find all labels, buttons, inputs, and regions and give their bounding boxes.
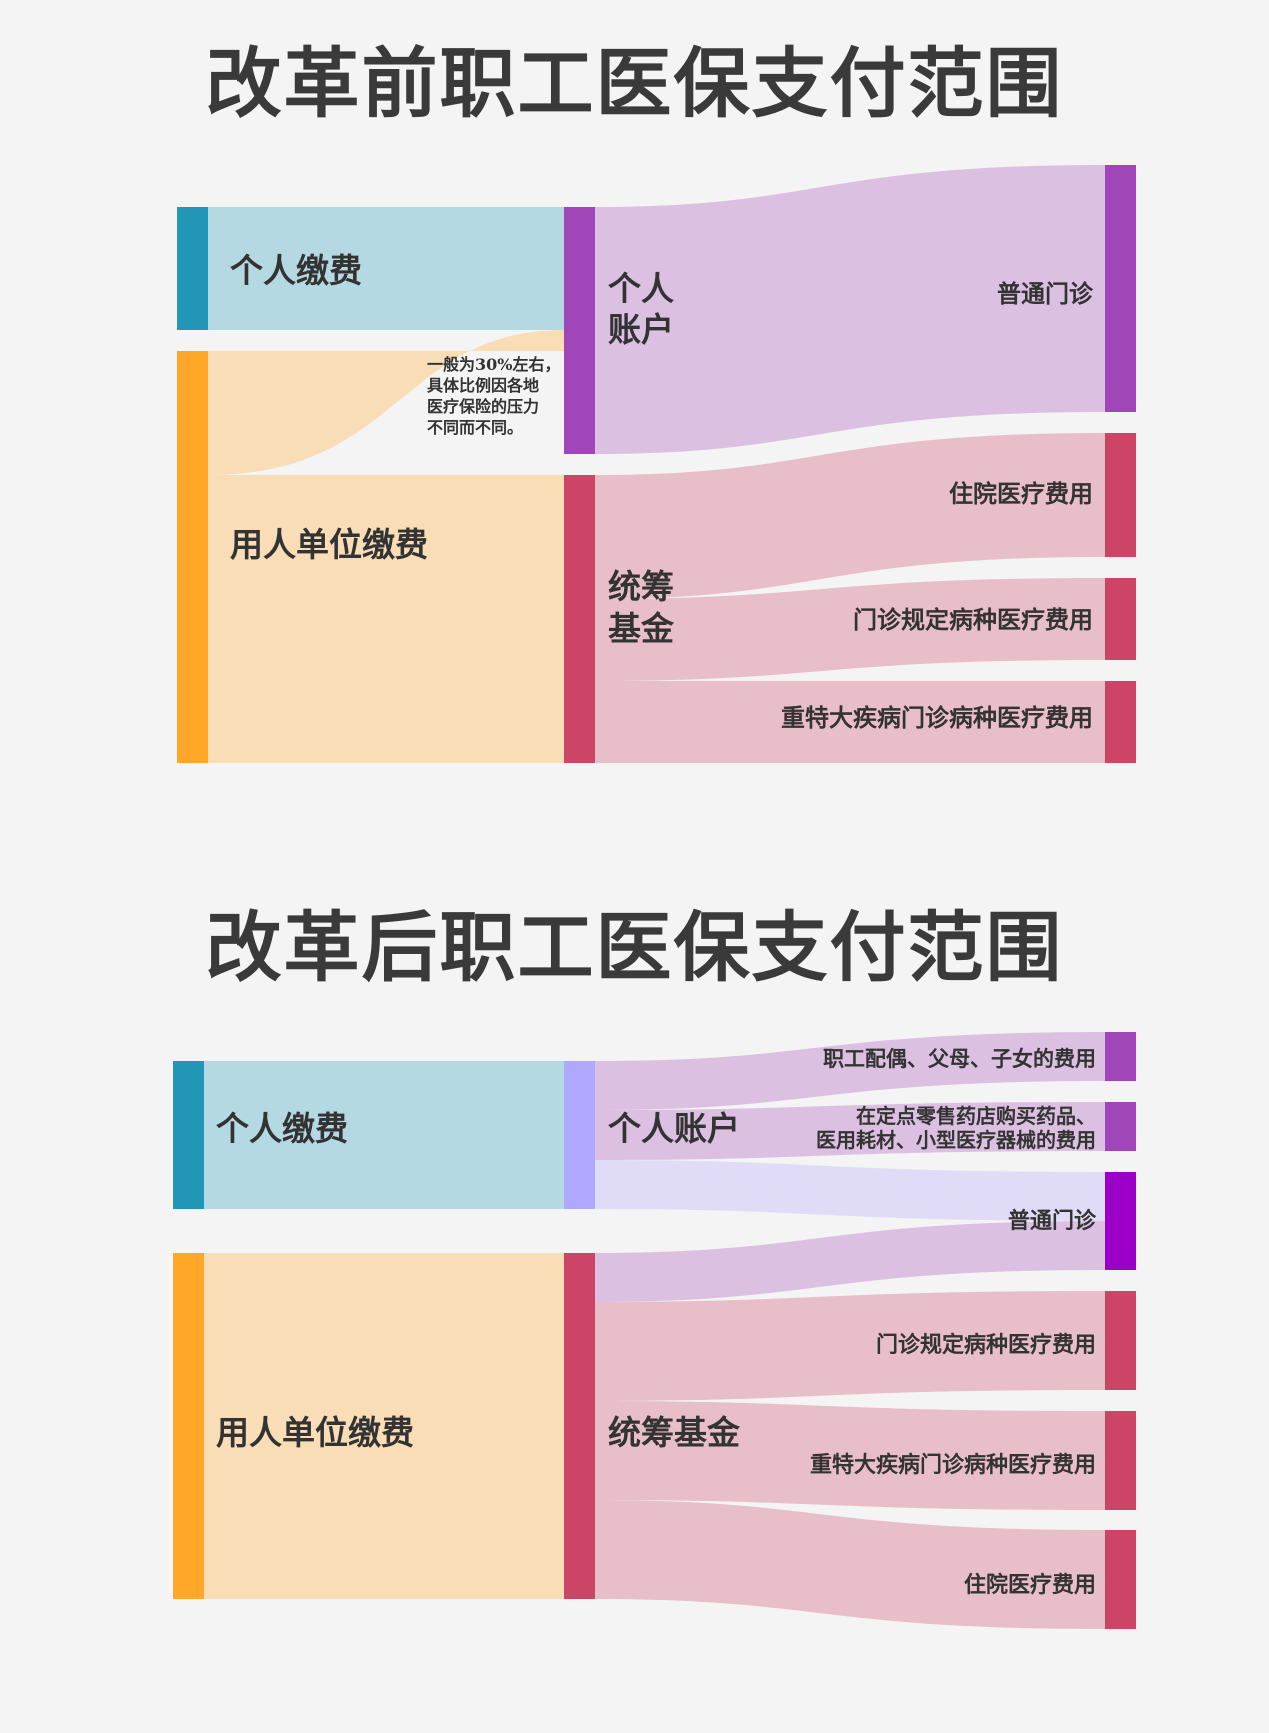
label-before-specified-outpatient: 门诊规定病种医疗费用 [853, 605, 1093, 634]
flow-before-personal-contribution-to-account [208, 207, 565, 330]
node-before-serious-outpatient [1105, 681, 1136, 763]
flow-after-personal-contribution-to-account [204, 1061, 565, 1209]
label-before-personal-account-2: 账户 [608, 310, 674, 349]
flow-before-fund-to-serious [595, 681, 1105, 763]
annotation-line-2: 具体比例因各地 [427, 376, 539, 395]
flow-after-fund-to-specified [595, 1291, 1105, 1401]
label-after-family-expenses: 职工配偶、父母、子女的费用 [823, 1046, 1096, 1071]
node-before-specified-outpatient [1105, 578, 1136, 660]
label-after-outpatient: 普通门诊 [1008, 1208, 1097, 1234]
node-after-pooled-fund [564, 1253, 595, 1599]
label-after-pharmacy-expenses-2: 医用耗材、小型医疗器械的费用 [816, 1128, 1096, 1152]
label-before-pooled-fund-1: 统筹 [608, 567, 674, 606]
node-before-pooled-fund [564, 475, 595, 763]
label-after-personal-account: 个人账户 [608, 1109, 740, 1148]
label-after-employer-contribution: 用人单位缴费 [216, 1413, 414, 1452]
flow-before-fund-to-inpatient [595, 433, 1105, 599]
label-before-employer-contribution: 用人单位缴费 [230, 525, 428, 564]
flow-after-fund-to-inpatient [595, 1500, 1105, 1629]
annotation-line-1: 一般为30%左右， [427, 355, 560, 374]
node-before-personal-account [564, 207, 595, 454]
annotation-line-4: 不同而不同。 [427, 418, 523, 437]
flow-after-employer-to-fund [204, 1253, 565, 1599]
node-before-inpatient [1105, 433, 1136, 557]
label-after-serious-outpatient: 重特大疾病门诊病种医疗费用 [810, 1452, 1096, 1478]
label-before-inpatient: 住院医疗费用 [949, 479, 1093, 508]
label-before-serious-outpatient: 重特大疾病门诊病种医疗费用 [781, 703, 1093, 732]
flow-after-account-to-family [595, 1032, 1105, 1110]
node-after-employer-contribution [173, 1253, 204, 1599]
label-after-pooled-fund: 统筹基金 [608, 1413, 741, 1452]
node-after-inpatient [1105, 1530, 1136, 1629]
flow-after-account-to-pharmacy [595, 1102, 1105, 1160]
flow-after-account-to-outpatient [595, 1160, 1105, 1221]
flow-before-account-to-outpatient [595, 165, 1105, 454]
flow-before-fund-to-specified [595, 578, 1105, 681]
annotation-line-3: 医疗保险的压力 [427, 397, 539, 416]
sankey-after: 个人缴费 用人单位缴费 个人账户 统筹基金 职工配偶、父母、子女的费用 在定点零… [173, 1032, 1136, 1629]
label-after-pharmacy-expenses-1: 在定点零售药店购买药品、 [856, 1104, 1096, 1128]
flow-after-fund-to-serious [595, 1401, 1105, 1510]
node-after-personal-contribution [173, 1061, 204, 1209]
node-before-outpatient [1105, 165, 1136, 412]
node-after-outpatient [1105, 1172, 1136, 1270]
title-before-reform: 改革前职工医保支付范围 [205, 39, 1064, 128]
label-after-specified-outpatient: 门诊规定病种医疗费用 [876, 1332, 1096, 1358]
node-after-personal-account [564, 1061, 595, 1209]
label-after-inpatient: 住院医疗费用 [964, 1572, 1096, 1598]
flow-before-employer-to-fund [208, 475, 565, 763]
annotation-before: 一般为30%左右， 具体比例因各地 医疗保险的压力 不同而不同。 [427, 355, 560, 437]
node-after-pharmacy-expenses [1105, 1102, 1136, 1151]
label-after-personal-contribution: 个人缴费 [216, 1109, 348, 1148]
flow-after-fund-to-outpatient [595, 1221, 1105, 1302]
label-before-personal-account-1: 个人 [608, 269, 674, 308]
sankey-before: 个人缴费 用人单位缴费 个人 账户 统筹 基金 普通门诊 住院医疗费用 门诊规定… [177, 165, 1136, 763]
node-after-family-expenses [1105, 1032, 1136, 1081]
node-after-specified-outpatient [1105, 1291, 1136, 1390]
label-before-personal-contribution: 个人缴费 [230, 251, 362, 290]
node-after-serious-outpatient [1105, 1411, 1136, 1510]
label-before-outpatient: 普通门诊 [997, 279, 1094, 308]
title-after-reform: 改革后职工医保支付范围 [205, 903, 1064, 992]
label-before-pooled-fund-2: 基金 [608, 609, 675, 648]
node-before-employer-contribution [177, 351, 208, 763]
node-before-personal-contribution [177, 207, 208, 330]
flow-before-employer-to-account [208, 330, 565, 475]
